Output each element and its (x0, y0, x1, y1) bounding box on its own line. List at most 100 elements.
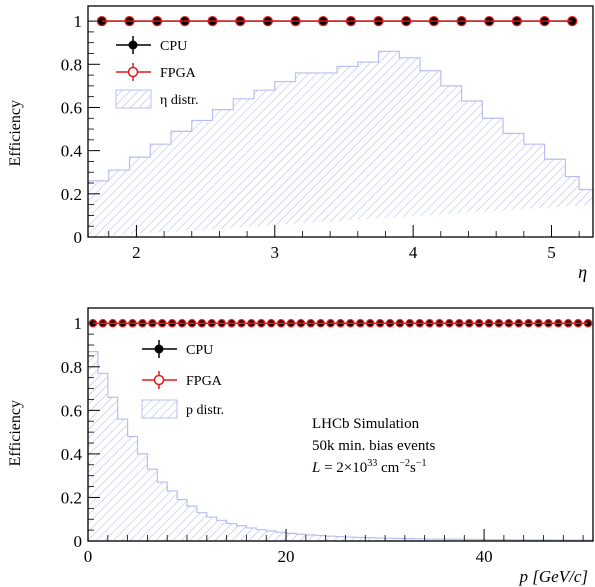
annotation-line-2: 50k min. bias events (312, 438, 435, 454)
y-tick-label: 0.6 (61, 98, 82, 117)
data-point-fpga (356, 318, 365, 328)
data-point-fpga (108, 318, 118, 328)
data-point-fpga (276, 318, 286, 328)
data-point-fpga (395, 318, 405, 328)
data-point-fpga (365, 318, 375, 328)
data-point-fpga (187, 318, 197, 328)
annotation-line-3: L = 2×1033 cm−2s−1 (311, 458, 426, 476)
x-tick-label: 0 (84, 547, 93, 566)
plot-layer: 0 0.2 0.4 0.6 0.8 1 2 3 4 5 (61, 5, 594, 262)
data-point-fpga (152, 15, 163, 27)
legend-distribution-label: η distr. (160, 93, 198, 108)
data-point-fpga (124, 15, 135, 27)
distribution-histogram (87, 50, 594, 237)
data-point-fpga (474, 318, 484, 328)
momentum-efficiency-panel: Efficiency p [GeV/c] 0 0.2 0.4 0.6 0.8 1 0 20 40… (7, 307, 594, 586)
data-point-fpga (464, 318, 474, 328)
data-point-fpga (435, 318, 444, 328)
plot-layer: 0 0.2 0.4 0.6 0.8 1 0 20 40 (61, 307, 594, 566)
eta-efficiency-panel: Efficiency η 0 0.2 0.4 0.6 0.8 1 2 3 4 5 CPU FPGA… (7, 5, 594, 282)
legend: CPU FPGA η distr. (115, 36, 198, 109)
data-point-fpga (316, 318, 325, 328)
legend-cpu-marker (128, 40, 138, 50)
legend-cpu-marker (154, 344, 164, 354)
y-tick-label: 1 (74, 314, 83, 333)
data-point-fpga (524, 318, 533, 328)
data-point-fpga (534, 318, 543, 328)
y-tick-label: 1 (74, 12, 83, 31)
legend-entry-fpga: FPGA (116, 63, 197, 81)
data-point-fpga (375, 318, 385, 328)
x-axis-label: η (578, 262, 587, 282)
annotation-line-1: LHCb Simulation (312, 416, 420, 432)
data-point-fpga (179, 15, 190, 27)
data-point-fpga (148, 318, 157, 328)
x-tick-label: 40 (476, 547, 493, 566)
data-point-fpga (326, 318, 335, 328)
data-point-fpga (514, 318, 523, 328)
data-point-fpga (415, 318, 424, 328)
data-point-fpga (98, 318, 108, 328)
data-point-fpga (455, 318, 464, 328)
y-axis-label: Efficiency (7, 400, 24, 466)
data-point-fpga (262, 15, 274, 27)
data-point-fpga (128, 318, 137, 328)
data-point-fpga (484, 318, 494, 328)
data-point-fpga (227, 318, 236, 328)
data-point-fpga (428, 15, 440, 27)
data-point-fpga (346, 318, 355, 328)
legend-entry-distribution: p distr. (141, 399, 224, 419)
data-point-fpga (167, 318, 177, 328)
plot-frame (87, 307, 594, 542)
y-tick-label: 0.4 (61, 445, 83, 464)
data-point-fpga (286, 318, 296, 328)
data-point-fpga (237, 318, 246, 328)
legend-cpu-label: CPU (160, 39, 187, 54)
data-point-cpu (584, 319, 592, 327)
data-point-fpga (494, 318, 504, 328)
data-point-fpga (511, 15, 523, 27)
y-tick-label: 0 (74, 228, 83, 247)
data-point-fpga (554, 318, 563, 328)
legend-entry-cpu: CPU (142, 340, 213, 358)
data-point-fpga (405, 318, 415, 328)
plot-frame (87, 5, 594, 238)
data-point-fpga (306, 318, 316, 328)
data-point-fpga (96, 15, 107, 27)
x-axis-label: p [GeV/c] (519, 567, 588, 586)
data-point-fpga (563, 318, 573, 328)
data-point-fpga (197, 318, 207, 328)
data-point-fpga (290, 15, 301, 27)
data-point-fpga (456, 15, 467, 27)
data-point-fpga (158, 318, 167, 328)
data-point-fpga (425, 318, 434, 328)
y-tick-label: 0.2 (61, 185, 82, 204)
data-point-fpga (257, 318, 266, 328)
data-point-fpga (573, 318, 583, 328)
legend-distribution-swatch (141, 399, 178, 419)
data-point-fpga (207, 318, 217, 328)
data-point-fpga (177, 318, 187, 328)
legend-cpu-label: CPU (186, 343, 213, 358)
data-point-fpga (445, 318, 454, 328)
y-axis-label: Efficiency (7, 100, 24, 166)
legend-distribution-label: p distr. (186, 403, 224, 418)
data-point-fpga (539, 15, 550, 27)
data-point-fpga (207, 15, 218, 27)
y-tick-label: 0.2 (61, 488, 82, 507)
data-point-fpga (567, 15, 578, 27)
x-tick-label: 5 (547, 243, 556, 262)
legend-fpga-marker (153, 374, 165, 386)
data-point-fpga (583, 318, 593, 328)
data-point-fpga (217, 318, 226, 328)
data-point-fpga (247, 318, 256, 328)
x-tick-label: 3 (271, 243, 280, 262)
data-point-fpga (504, 318, 514, 328)
data-point-fpga (235, 15, 246, 27)
data-point-fpga (345, 15, 357, 27)
y-tick-label: 0.8 (61, 358, 82, 377)
legend-fpga-marker (127, 66, 139, 78)
data-point-fpga (138, 318, 147, 328)
simulation-annotation: LHCb Simulation 50k min. bias events L =… (311, 416, 435, 476)
